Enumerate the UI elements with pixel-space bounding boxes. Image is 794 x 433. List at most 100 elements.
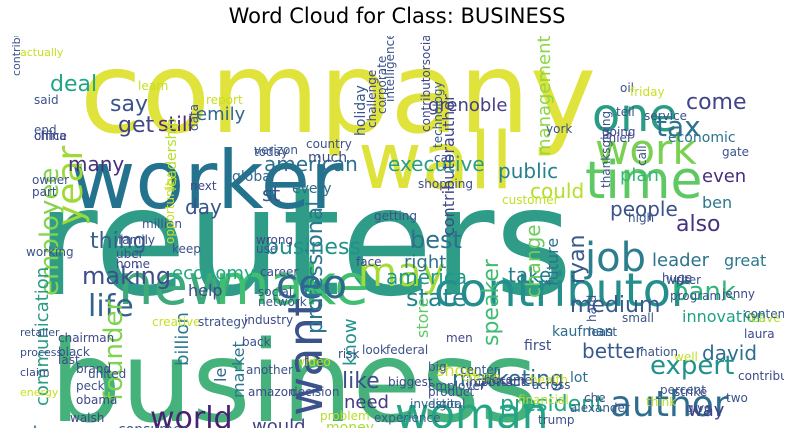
word-writer: writer	[666, 273, 701, 287]
word-contributorfounder: contributorfounder	[738, 369, 784, 383]
word-claim: claim	[20, 366, 50, 379]
word-nation: nation	[640, 345, 678, 359]
word-economic: economic	[668, 130, 736, 146]
word-decision: decision	[290, 385, 339, 399]
word-life: life	[88, 289, 134, 324]
word-people: people	[610, 197, 678, 221]
word-lot: lot	[570, 370, 588, 386]
word-home: home	[116, 257, 150, 271]
word-service: service	[644, 109, 687, 123]
word-uber: uber	[116, 247, 144, 261]
word-next: next	[190, 179, 217, 193]
word-ryan: ryan	[565, 235, 590, 285]
word-come: come	[686, 90, 747, 115]
word-could: could	[530, 179, 584, 203]
word-high: high	[628, 211, 654, 225]
word-new: new	[118, 253, 234, 318]
word-leadership: leadership	[164, 118, 180, 191]
word-china: china	[34, 129, 67, 143]
word-plan: plan	[620, 165, 659, 186]
word-job: job	[584, 235, 646, 281]
word-contributorauthor: contributorauthor	[439, 94, 458, 236]
word-financial: financial	[518, 393, 569, 407]
word-billion: billion	[172, 312, 193, 366]
word-office: office	[34, 129, 67, 143]
word-product: product	[428, 385, 474, 399]
word-last: last	[58, 353, 80, 367]
word-che: che	[584, 391, 606, 405]
word-right: right	[404, 252, 446, 273]
word-david: david	[702, 341, 757, 365]
word-program: program	[670, 289, 721, 303]
word-woman: woman	[395, 389, 548, 428]
word-thanksgiving: thanksgiving	[599, 111, 613, 188]
word-le: le	[211, 368, 230, 382]
word-executive: executive	[388, 152, 485, 176]
word-energy: energy	[20, 386, 59, 399]
word-challenge: challenge	[365, 70, 379, 128]
word-leader: leader	[652, 250, 710, 271]
word-laura: laura	[744, 327, 775, 341]
word-medium: medium	[570, 293, 660, 318]
word-risk: risk	[338, 347, 360, 361]
word-two: two	[726, 391, 748, 405]
word-content: content	[744, 307, 784, 321]
word-retailer: retailer	[20, 326, 60, 339]
word-ceo: ceo	[276, 262, 347, 308]
word-center: center	[460, 363, 499, 377]
word-contributorsocial: contributorsocial	[419, 36, 433, 132]
word-year: year	[50, 145, 91, 226]
word-obama: obama	[76, 393, 117, 407]
word-united: united	[88, 367, 126, 381]
word-emily: emily	[196, 104, 246, 125]
word-making: making	[82, 262, 171, 290]
word-marketing: marketing	[452, 367, 564, 392]
word-know: know	[340, 318, 361, 366]
word-working: working	[26, 245, 74, 259]
word-creative: creative	[152, 315, 201, 329]
word-percent: percent	[660, 383, 706, 397]
word-million: million	[142, 217, 182, 231]
word-getting: getting	[374, 209, 417, 223]
word-alexander: alexander	[570, 401, 630, 415]
word-great: great	[724, 251, 766, 270]
word-learn: learn	[138, 79, 168, 93]
word-give: give	[686, 401, 711, 415]
word-best: best	[410, 226, 462, 254]
word-contributorceo: contributorceo	[10, 36, 23, 76]
word-opportunity: opportunity	[163, 174, 177, 244]
word-day: day	[185, 195, 222, 219]
word-also: also	[676, 212, 721, 237]
chart-title: Word Cloud for Class: BUSINESS	[228, 4, 566, 28]
word-network: network	[258, 295, 307, 309]
word-thing: thing	[90, 229, 147, 254]
word-well: well	[674, 350, 698, 364]
word-way: way	[688, 400, 725, 421]
word-experience: experience	[374, 411, 441, 425]
word-first: first	[524, 338, 552, 354]
word-business: business	[50, 318, 538, 428]
word-across: across	[532, 378, 570, 392]
word-public: public	[498, 159, 558, 183]
word-employee: employee	[35, 168, 65, 296]
word-president: president	[500, 392, 604, 417]
word-kaufman: kaufman	[552, 324, 613, 340]
word-grenoble: grenoble	[428, 95, 507, 116]
word-investor: investor	[410, 397, 459, 411]
word-may: may	[358, 250, 445, 296]
word-customer: customer	[502, 193, 559, 207]
word-least: least	[588, 325, 617, 339]
word-intelligence: intelligence	[383, 36, 397, 102]
word-leave: leave	[748, 311, 781, 325]
word-family: family	[118, 233, 155, 247]
word-many: many	[68, 152, 124, 176]
word-tax: tax	[656, 110, 701, 143]
word-another: another	[246, 363, 293, 377]
word-money: money	[326, 420, 374, 428]
word-digital: digital	[428, 397, 465, 411]
word-get: get	[118, 113, 155, 138]
word-biggest: biggest	[388, 375, 433, 389]
word-today: today	[254, 145, 288, 159]
word-peck: peck	[76, 379, 105, 393]
